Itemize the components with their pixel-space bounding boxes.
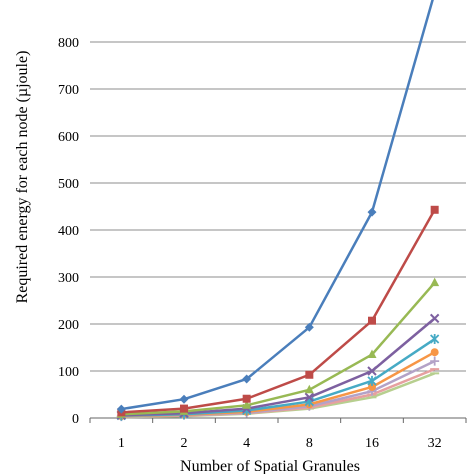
- series-1-point: [242, 374, 252, 384]
- series-1-point: [179, 394, 189, 404]
- series-4: [116, 313, 440, 420]
- y-tick-labels: 0 100 200 300 400 500 600 700 800 900: [58, 0, 79, 427]
- series-4-point: [367, 366, 377, 376]
- series-4-line: [121, 317, 436, 417]
- series-6-point: [368, 382, 376, 391]
- series-2: [117, 205, 439, 417]
- series-2-point: [242, 394, 251, 403]
- series-4-point: [304, 392, 315, 403]
- series-1-point: [116, 404, 126, 414]
- y-tick-label: 800: [58, 36, 79, 51]
- series-1-point: [367, 207, 377, 217]
- series-1: [116, 0, 434, 414]
- x-tick-label: 16: [365, 436, 379, 451]
- series-3-point: [367, 349, 377, 359]
- series-2-line: [121, 209, 436, 414]
- series-2-point: [430, 205, 439, 214]
- y-tick-label: 100: [58, 365, 79, 380]
- y-tick-label: 700: [58, 83, 79, 98]
- y-tick-label: 300: [58, 271, 79, 286]
- x-tick-label: 1: [118, 436, 125, 451]
- series-layer: [116, 0, 440, 422]
- series-2-point: [305, 370, 314, 379]
- y-tick-label: 200: [58, 318, 79, 333]
- y-tick-label: 500: [58, 177, 79, 192]
- series-1-line: [121, 0, 434, 411]
- gridlines: [89, 41, 467, 423]
- series-3-point: [304, 384, 314, 394]
- series-1-point: [304, 322, 314, 332]
- series-3-line: [121, 281, 436, 416]
- series-2-point: [180, 404, 188, 413]
- series-3-point: [430, 277, 440, 287]
- x-axis-title: Number of Spatial Granules: [180, 458, 360, 474]
- x-tick-label: 32: [428, 436, 442, 451]
- series-3-point: [242, 400, 252, 409]
- series-3: [116, 277, 440, 418]
- y-tick-label: 0: [72, 412, 79, 427]
- y-axis-title: Required energy for each node (µjoule): [14, 51, 31, 304]
- y-tick-label: 900: [58, 0, 79, 4]
- x-tick-labels: 1 2 4 8 16 32: [118, 436, 442, 451]
- series-2-point: [368, 316, 376, 325]
- x-tick-label: 8: [306, 436, 313, 451]
- x-tick-label: 4: [243, 436, 250, 451]
- y-tick-label: 400: [58, 224, 79, 239]
- series-5-point: [430, 334, 440, 345]
- series-5-point: [367, 375, 377, 386]
- series-4-point: [429, 313, 440, 324]
- x-tick-label: 2: [181, 436, 188, 451]
- series-6-point: [430, 348, 439, 357]
- y-tick-label: 600: [58, 130, 79, 145]
- series-7-point: [430, 356, 440, 366]
